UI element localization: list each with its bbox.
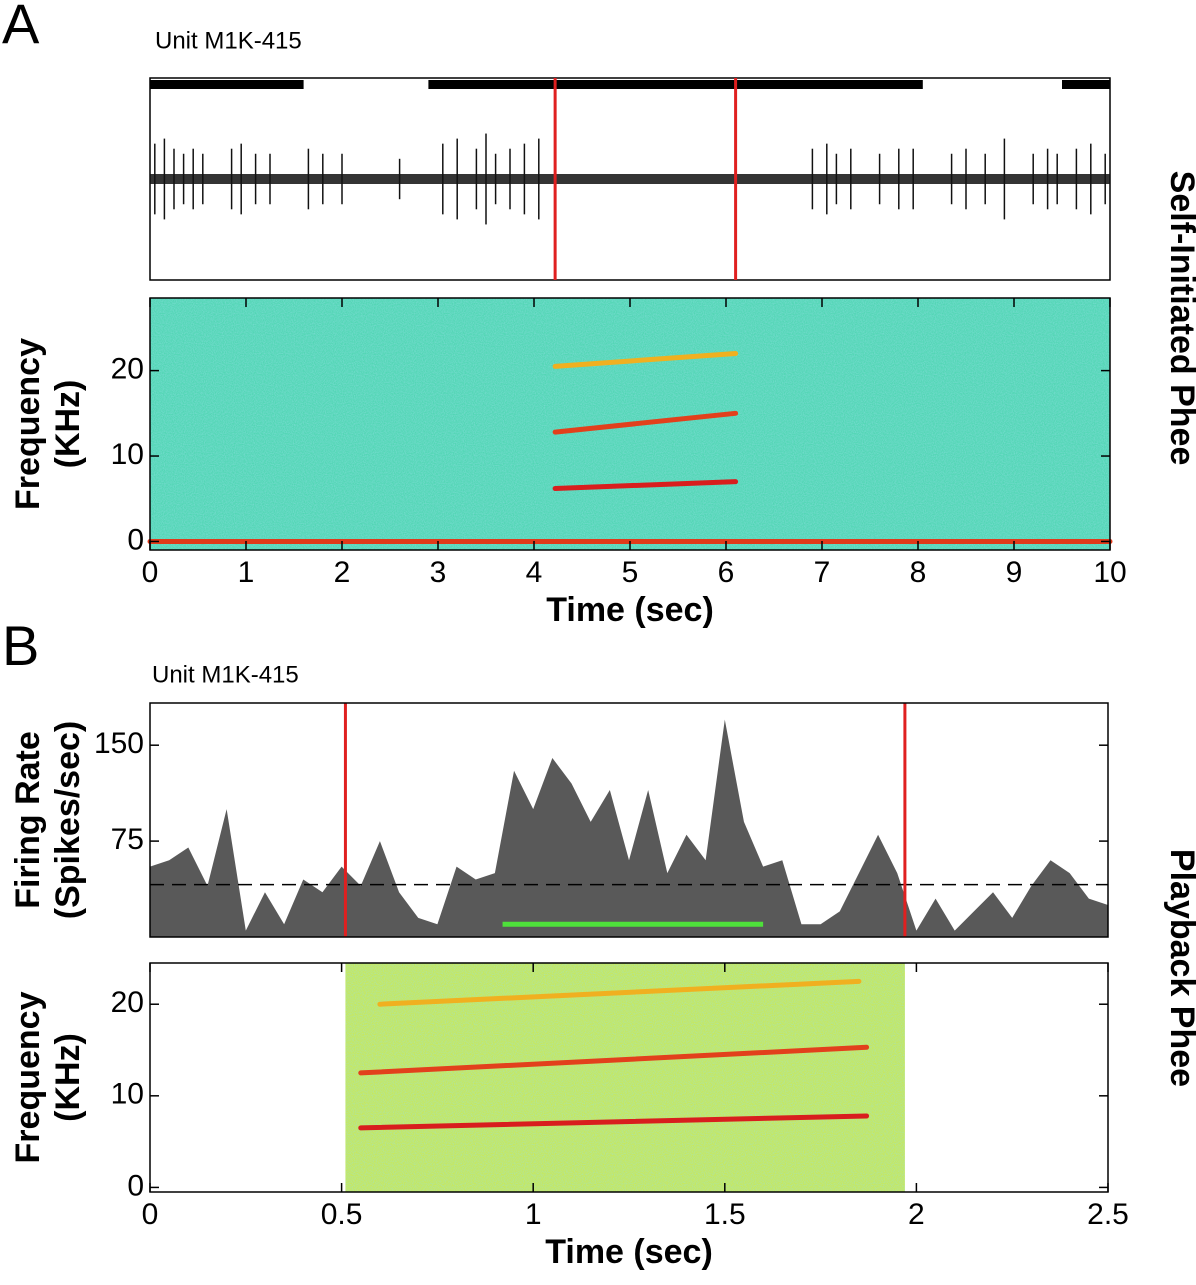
- y-axis-label: (KHz): [49, 1033, 87, 1122]
- harmonic: [358, 1113, 870, 1131]
- x-tick-label: 0: [142, 556, 159, 589]
- x-axis-label: Time (sec): [546, 591, 714, 629]
- x-tick-label: 7: [814, 556, 831, 589]
- y-tick-label: 20: [111, 353, 144, 386]
- x-tick-label: 4: [526, 556, 543, 589]
- y-tick-label: 10: [111, 438, 144, 471]
- side-label: Self-Initiated Phee: [1163, 171, 1196, 466]
- unit-label: Unit M1K-415: [155, 27, 302, 54]
- panel-label: A: [2, 0, 40, 55]
- spectrogram-noise: [345, 963, 905, 1192]
- panel-label: B: [2, 614, 39, 677]
- y-axis-label: (KHz): [49, 380, 87, 469]
- y-axis-label: (Spikes/sec): [49, 721, 87, 919]
- plot-frame: [149, 962, 1109, 1193]
- x-axis-label: Time (sec): [545, 1233, 713, 1271]
- y-tick-label: 75: [111, 823, 144, 856]
- x-tick-label: 0.5: [321, 1198, 363, 1231]
- x-tick-label: 5: [622, 556, 639, 589]
- firing-rate-area: [150, 719, 1108, 937]
- unit-label: Unit M1K-415: [152, 661, 299, 688]
- harmonic: [358, 1044, 870, 1076]
- y-axis-label: Firing Rate: [9, 731, 47, 909]
- y-tick-label: 150: [94, 727, 144, 760]
- state-bar: [428, 80, 923, 89]
- x-tick-label: 2: [334, 556, 351, 589]
- harmonic: [377, 978, 862, 1007]
- x-tick-label: 2.5: [1087, 1198, 1129, 1231]
- x-tick-label: 1: [238, 556, 255, 589]
- x-tick-label: 2: [908, 1198, 925, 1231]
- state-bar: [1062, 80, 1110, 89]
- harmonic: [552, 410, 739, 435]
- state-bar: [150, 80, 304, 89]
- side-label: Playback Phee: [1163, 849, 1196, 1087]
- harmonic: [552, 351, 739, 369]
- y-tick-label: 10: [111, 1078, 144, 1111]
- y-axis-label: Frequency: [9, 338, 47, 510]
- harmonic: [552, 479, 739, 491]
- x-tick-label: 1: [525, 1198, 542, 1231]
- y-tick-label: 20: [111, 986, 144, 1019]
- y-tick-label: 0: [127, 523, 144, 556]
- x-tick-label: 1.5: [704, 1198, 746, 1231]
- x-tick-label: 6: [718, 556, 735, 589]
- x-tick-label: 3: [430, 556, 447, 589]
- y-tick-label: 0: [127, 1169, 144, 1202]
- x-tick-label: 0: [142, 1198, 159, 1231]
- x-tick-label: 8: [910, 556, 927, 589]
- x-tick-label: 9: [1006, 556, 1023, 589]
- x-tick-label: 10: [1093, 556, 1126, 589]
- y-axis-label: Frequency: [9, 991, 47, 1163]
- plot-frame: [149, 702, 1109, 938]
